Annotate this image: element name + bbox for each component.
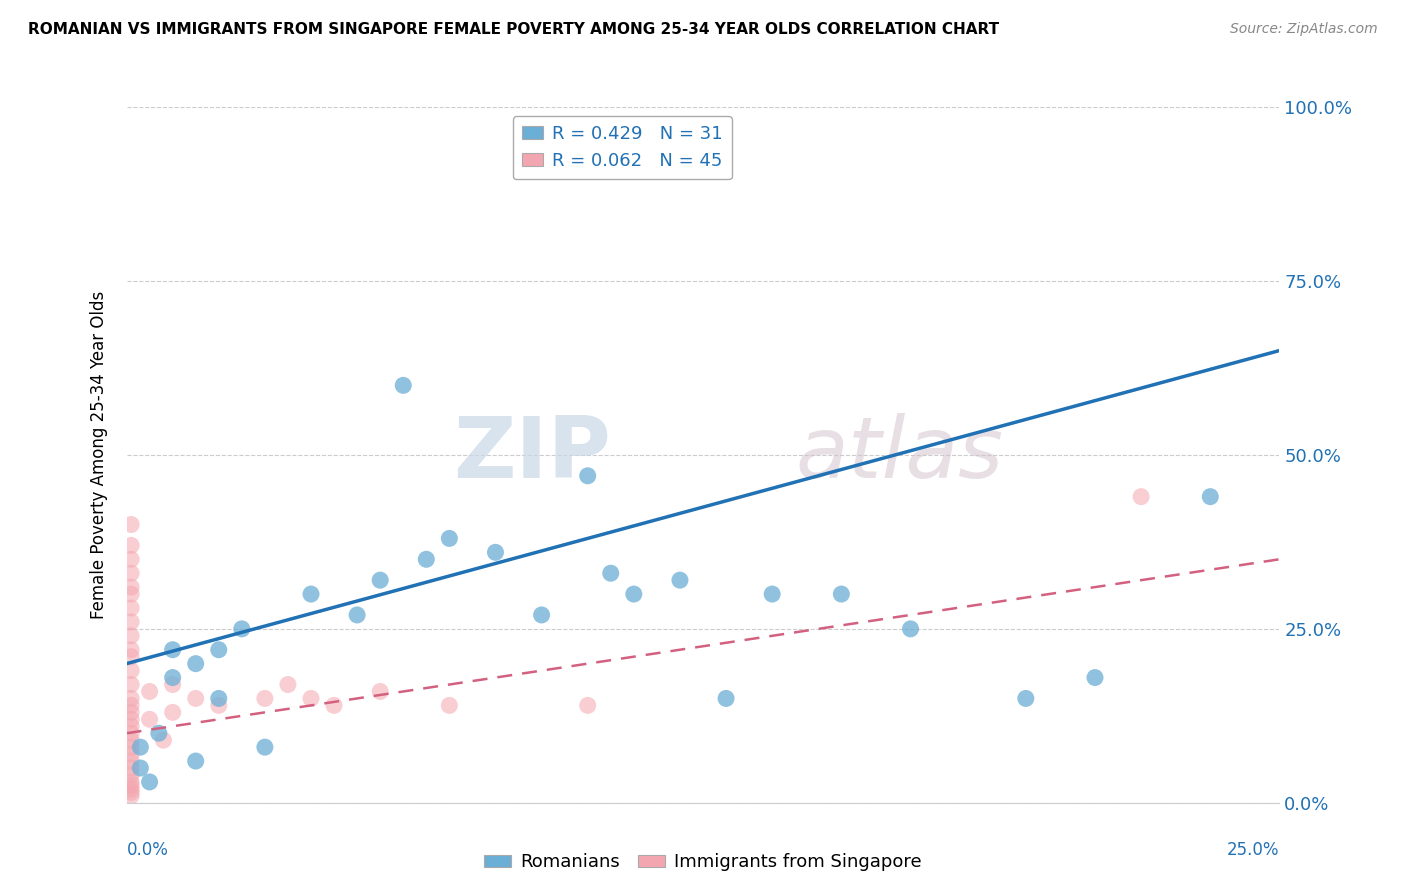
Point bbox=[120, 601, 142, 615]
Point bbox=[368, 684, 391, 698]
Point bbox=[299, 587, 322, 601]
Point bbox=[323, 698, 346, 713]
Point bbox=[129, 740, 152, 755]
Point bbox=[1015, 691, 1038, 706]
Point bbox=[830, 587, 852, 601]
Point bbox=[1130, 490, 1153, 504]
Point bbox=[162, 642, 184, 657]
Point bbox=[184, 657, 207, 671]
Point bbox=[415, 552, 437, 566]
Y-axis label: Female Poverty Among 25-34 Year Olds: Female Poverty Among 25-34 Year Olds bbox=[90, 291, 108, 619]
Point bbox=[599, 566, 621, 581]
Point bbox=[368, 573, 391, 587]
Point bbox=[208, 691, 231, 706]
Point bbox=[1199, 490, 1222, 504]
Text: 0.0%: 0.0% bbox=[127, 841, 169, 859]
Point bbox=[162, 671, 184, 685]
Point bbox=[120, 538, 142, 552]
Point bbox=[346, 607, 368, 622]
Text: Source: ZipAtlas.com: Source: ZipAtlas.com bbox=[1230, 22, 1378, 37]
Point bbox=[120, 754, 142, 768]
Point bbox=[120, 649, 142, 664]
Point bbox=[138, 684, 160, 698]
Point bbox=[120, 566, 142, 581]
Point bbox=[299, 691, 322, 706]
Point bbox=[253, 740, 276, 755]
Point bbox=[120, 580, 142, 594]
Point bbox=[162, 706, 184, 720]
Point bbox=[148, 726, 170, 740]
Legend: Romanians, Immigrants from Singapore: Romanians, Immigrants from Singapore bbox=[477, 847, 929, 879]
Point bbox=[120, 587, 142, 601]
Point bbox=[120, 733, 142, 747]
Point bbox=[900, 622, 922, 636]
Point bbox=[120, 747, 142, 761]
Point bbox=[253, 691, 276, 706]
Point bbox=[120, 517, 142, 532]
Point bbox=[530, 607, 553, 622]
Point bbox=[576, 468, 599, 483]
Point bbox=[120, 719, 142, 733]
Point bbox=[120, 615, 142, 629]
Point bbox=[138, 775, 160, 789]
Point bbox=[152, 733, 174, 747]
Point bbox=[484, 545, 506, 559]
Point bbox=[138, 712, 160, 726]
Point bbox=[129, 761, 152, 775]
Legend: R = 0.429   N = 31, R = 0.062   N = 45: R = 0.429 N = 31, R = 0.062 N = 45 bbox=[513, 116, 733, 179]
Text: ROMANIAN VS IMMIGRANTS FROM SINGAPORE FEMALE POVERTY AMONG 25-34 YEAR OLDS CORRE: ROMANIAN VS IMMIGRANTS FROM SINGAPORE FE… bbox=[28, 22, 1000, 37]
Point bbox=[714, 691, 737, 706]
Point bbox=[576, 698, 599, 713]
Point bbox=[208, 642, 231, 657]
Text: 25.0%: 25.0% bbox=[1227, 841, 1279, 859]
Text: ZIP: ZIP bbox=[453, 413, 610, 497]
Point bbox=[120, 677, 142, 691]
Point bbox=[184, 754, 207, 768]
Point bbox=[120, 781, 142, 796]
Point bbox=[120, 768, 142, 782]
Point bbox=[761, 587, 783, 601]
Point bbox=[120, 789, 142, 803]
Point bbox=[120, 761, 142, 775]
Point bbox=[184, 691, 207, 706]
Point bbox=[623, 587, 645, 601]
Point bbox=[208, 698, 231, 713]
Point bbox=[120, 642, 142, 657]
Point bbox=[120, 706, 142, 720]
Point bbox=[231, 622, 253, 636]
Point bbox=[120, 691, 142, 706]
Point bbox=[120, 778, 142, 793]
Point bbox=[120, 552, 142, 566]
Point bbox=[120, 785, 142, 799]
Point bbox=[669, 573, 692, 587]
Point bbox=[120, 698, 142, 713]
Point bbox=[162, 677, 184, 691]
Text: atlas: atlas bbox=[796, 413, 1004, 497]
Point bbox=[120, 726, 142, 740]
Point bbox=[1084, 671, 1107, 685]
Point bbox=[277, 677, 299, 691]
Point bbox=[120, 712, 142, 726]
Point bbox=[439, 532, 461, 546]
Point bbox=[120, 775, 142, 789]
Point bbox=[392, 378, 415, 392]
Point bbox=[439, 698, 461, 713]
Point bbox=[120, 740, 142, 755]
Point bbox=[120, 629, 142, 643]
Point bbox=[120, 664, 142, 678]
